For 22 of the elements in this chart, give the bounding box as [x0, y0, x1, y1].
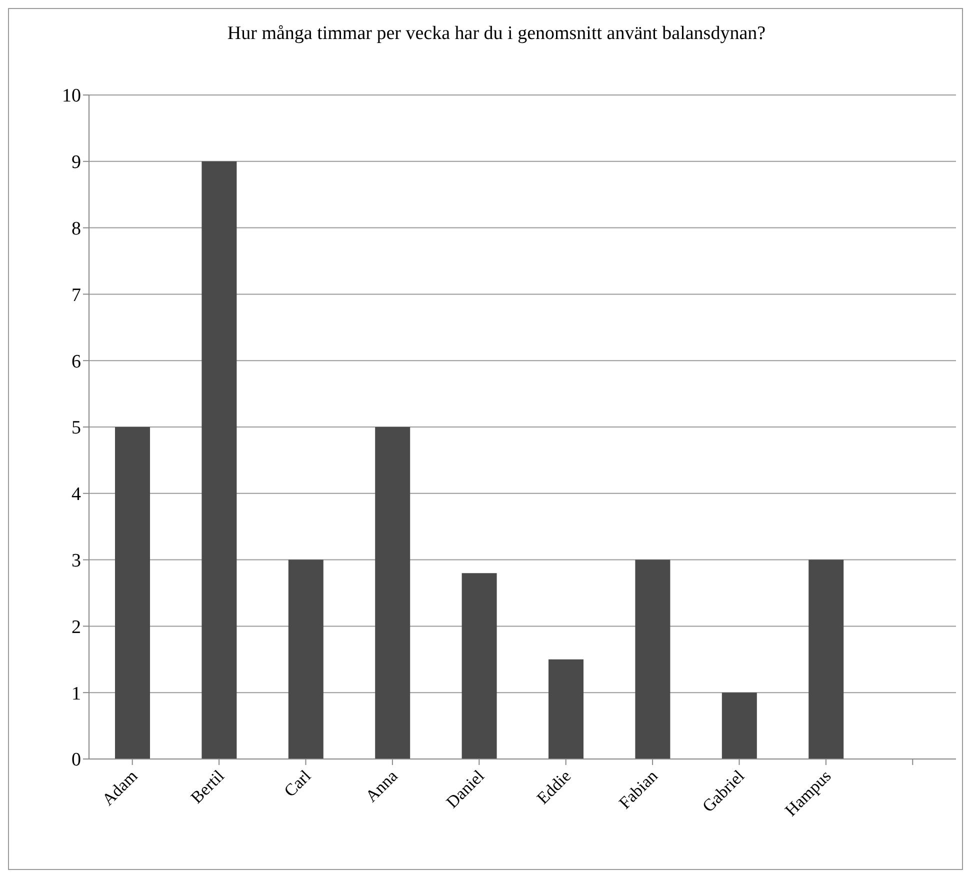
y-tick-label: 0	[72, 750, 81, 771]
bar	[808, 560, 844, 759]
bar	[375, 427, 410, 759]
chart-title: Hur många timmar per vecka har du i genomsnitt använt balansdynan?	[226, 23, 767, 45]
y-tick-label: 10	[62, 86, 81, 107]
bar	[722, 692, 757, 759]
y-tick-label: 6	[72, 351, 81, 372]
y-tick-label: 7	[72, 284, 81, 306]
y-tick-label: 4	[72, 484, 82, 506]
x-tick-label: Carl	[280, 766, 315, 801]
y-tick-label: 9	[72, 152, 81, 174]
y-tick-label: 8	[72, 218, 81, 240]
y-tick-label: 1	[72, 683, 81, 704]
y-tick-label: 3	[72, 550, 81, 572]
bar	[548, 659, 584, 759]
bar	[115, 427, 150, 759]
y-tick-label: 2	[72, 616, 81, 638]
y-tick-label: 5	[72, 418, 81, 439]
bar	[202, 161, 237, 759]
bar	[462, 573, 497, 759]
bar	[635, 560, 670, 759]
bar	[288, 560, 324, 759]
